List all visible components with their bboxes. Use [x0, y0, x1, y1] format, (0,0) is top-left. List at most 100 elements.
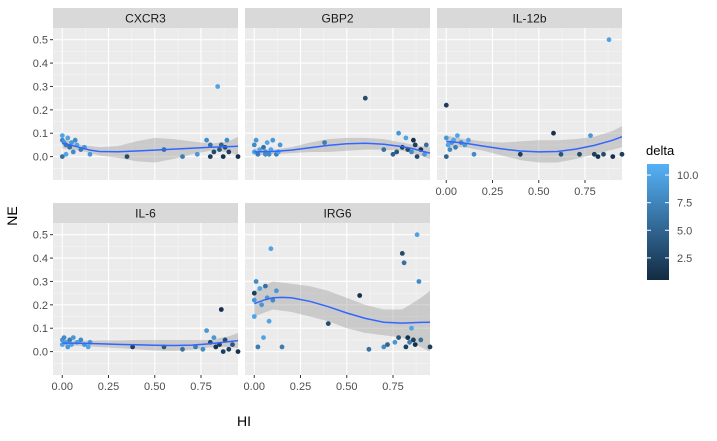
data-point — [409, 325, 414, 331]
data-point — [253, 137, 259, 143]
color-legend: delta 2.5 5.0 7.5 10.0 — [646, 143, 698, 280]
x-tick-label: 0.50 — [336, 381, 357, 393]
data-point — [411, 137, 416, 143]
data-point — [251, 290, 257, 296]
data-point — [322, 140, 327, 146]
data-point — [418, 337, 424, 343]
data-point — [207, 142, 213, 148]
legend-ticks: 2.5 5.0 7.5 10.0 — [647, 170, 698, 265]
data-point — [405, 335, 411, 340]
data-point — [390, 151, 396, 157]
data-point — [194, 151, 200, 157]
data-point — [226, 149, 232, 155]
facet-strip-label: IL-12b — [512, 12, 546, 26]
legend-colorbar — [647, 164, 669, 280]
data-point — [407, 339, 412, 345]
data-point — [362, 95, 368, 101]
data-point — [259, 302, 264, 308]
data-point — [268, 246, 274, 252]
data-point — [414, 154, 420, 160]
data-point — [217, 147, 222, 153]
x-tick-label: 0.75 — [190, 381, 211, 393]
data-point — [263, 283, 268, 289]
facet-strip — [53, 8, 238, 28]
data-point — [264, 140, 270, 146]
data-point — [274, 288, 279, 294]
data-point — [204, 328, 210, 333]
data-point — [87, 151, 93, 157]
data-point — [180, 346, 185, 352]
y-tick-label: 0.3 — [33, 81, 48, 93]
data-point — [366, 346, 372, 352]
smooth-line — [254, 142, 431, 154]
x-axis-title: HI — [237, 413, 251, 429]
data-point — [235, 154, 241, 160]
data-point — [215, 84, 221, 89]
data-point — [588, 133, 593, 139]
data-point — [251, 142, 257, 148]
y-tick-label: 0.4 — [33, 253, 48, 265]
facet-strip — [53, 203, 238, 223]
data-point — [78, 337, 84, 343]
data-point — [423, 142, 429, 148]
data-point — [453, 144, 458, 150]
data-point — [261, 144, 266, 150]
x-tick-label: 0.25 — [482, 186, 503, 198]
data-point — [277, 142, 283, 148]
facet-strip-label: IRG6 — [323, 207, 351, 221]
facet-panel: CXCR3 0.0 0.1 0.2 0.3 0.4 0.5 — [33, 8, 241, 180]
facet-strip — [437, 8, 622, 28]
data-point — [180, 154, 185, 160]
data-point — [224, 137, 230, 143]
data-point — [230, 342, 235, 347]
x-tick-label: 0.75 — [574, 186, 595, 198]
data-point — [204, 137, 210, 143]
panel-background — [53, 28, 238, 180]
data-point — [255, 151, 261, 157]
data-point — [226, 346, 232, 352]
panel-background — [245, 28, 430, 180]
data-point — [577, 151, 582, 157]
data-point — [416, 279, 422, 284]
data-point — [381, 344, 387, 350]
data-point — [443, 135, 449, 141]
data-point — [357, 293, 363, 298]
facet-strip — [245, 8, 430, 28]
data-point — [261, 335, 266, 340]
data-point — [447, 147, 453, 153]
y-tick-label: 0.0 — [33, 152, 48, 164]
legend-tick-label: 2.5 — [677, 253, 692, 265]
data-point — [67, 337, 73, 343]
data-point — [200, 346, 206, 352]
data-point — [595, 154, 601, 160]
panel-background — [437, 28, 622, 180]
data-point — [396, 130, 401, 136]
y-tick-label: 0.2 — [33, 300, 48, 312]
data-point — [220, 154, 226, 160]
x-tick-label: 0.25 — [290, 381, 311, 393]
data-point — [401, 260, 407, 266]
y-tick-label: 0.4 — [33, 58, 48, 70]
smooth-line — [446, 135, 623, 153]
data-point — [411, 337, 416, 343]
data-point — [412, 342, 418, 347]
data-point — [325, 321, 331, 326]
data-point — [443, 154, 449, 160]
data-point — [124, 154, 130, 160]
x-tick-label: 0.00 — [244, 381, 265, 393]
data-point — [213, 344, 219, 350]
x-tick-label: 0.50 — [144, 381, 165, 393]
smooth-line — [62, 142, 239, 153]
data-point — [443, 102, 449, 108]
data-point — [70, 335, 76, 340]
data-point — [222, 337, 228, 343]
data-point — [279, 344, 285, 350]
data-point — [65, 344, 71, 350]
data-point — [253, 279, 259, 284]
facet-strip-label: GBP2 — [321, 12, 353, 26]
data-point — [619, 151, 625, 157]
data-point — [445, 142, 451, 148]
data-point — [207, 154, 213, 160]
data-point — [551, 130, 556, 136]
